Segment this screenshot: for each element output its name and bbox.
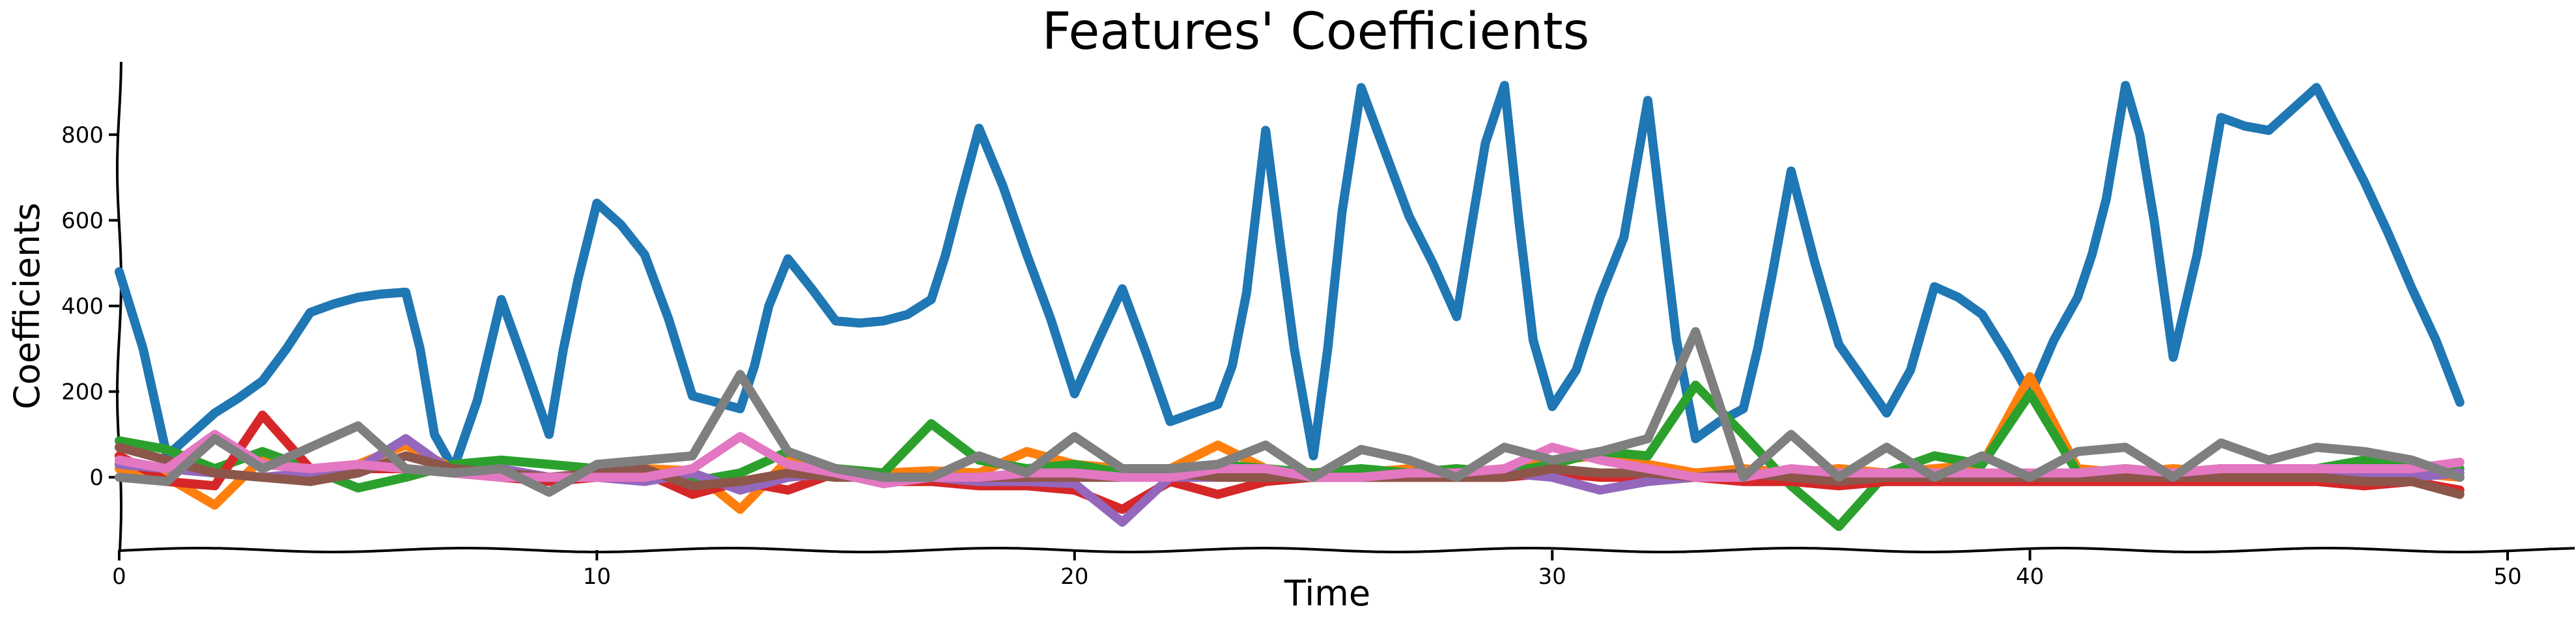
series-lines xyxy=(115,81,2465,531)
y-tick-label: 0 xyxy=(89,465,104,491)
x-tick-label: 0 xyxy=(112,564,126,590)
tick-marks: 0 200 400 600 800 0 10 20 30 40 50 xyxy=(61,122,2522,590)
x-tick-label: 10 xyxy=(583,564,611,590)
chart-title: Features' Coefficients xyxy=(1042,3,1589,61)
y-tick-label: 200 xyxy=(61,380,104,406)
x-tick-label: 50 xyxy=(2493,564,2521,590)
series-line-8 xyxy=(115,327,2465,497)
series-line-1 xyxy=(115,81,2465,473)
y-tick-label: 800 xyxy=(61,122,104,148)
y-tick-label: 600 xyxy=(61,208,104,234)
x-tick-label: 40 xyxy=(2016,564,2044,590)
y-tick-label: 400 xyxy=(61,294,104,320)
series-line-2 xyxy=(115,372,2465,514)
x-axis-line xyxy=(119,547,2575,553)
y-axis-label: Coefficients xyxy=(7,202,48,409)
x-tick-label: 30 xyxy=(1538,564,1566,590)
x-tick-label: 20 xyxy=(1060,564,1088,590)
x-axis-label: Time xyxy=(1284,573,1370,614)
